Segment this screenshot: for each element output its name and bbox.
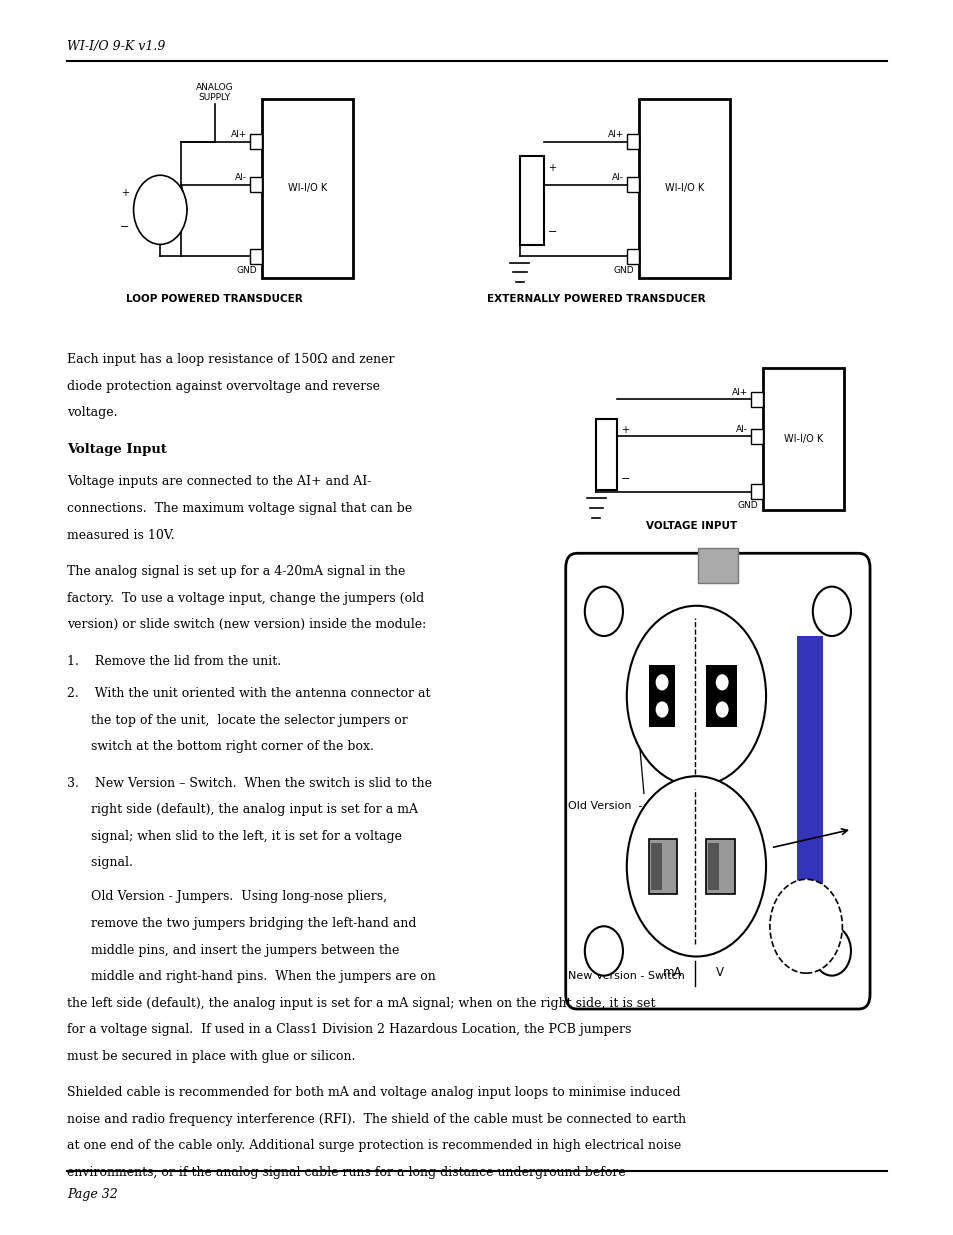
Text: AI-: AI- — [735, 425, 747, 433]
Text: Shielded cable is recommended for both mA and voltage analog input loops to mini: Shielded cable is recommended for both m… — [67, 1087, 679, 1099]
Text: mA: mA — [669, 797, 688, 809]
Text: environments, or if the analog signal cable runs for a long distance underground: environments, or if the analog signal ca… — [67, 1166, 625, 1179]
Text: GND: GND — [737, 501, 758, 510]
Text: AI-: AI- — [234, 173, 247, 183]
Circle shape — [716, 701, 727, 716]
Text: middle and right-hand pins.  When the jumpers are on: middle and right-hand pins. When the jum… — [67, 971, 436, 983]
Text: at one end of the cable only. Additional surge protection is recommended in high: at one end of the cable only. Additional… — [67, 1139, 680, 1152]
Bar — [707, 844, 719, 889]
Bar — [750, 391, 762, 406]
Text: factory.  To use a voltage input, change the jumpers (old: factory. To use a voltage input, change … — [67, 592, 423, 605]
Circle shape — [656, 674, 667, 689]
Text: the left side (default), the analog input is set for a mA signal; when on the ri: the left side (default), the analog inpu… — [67, 997, 655, 1010]
Bar — [705, 840, 734, 894]
Text: 3.    New Version – Switch.  When the switch is slid to the: 3. New Version – Switch. When the switch… — [67, 777, 432, 790]
Bar — [639, 99, 729, 278]
Text: −: − — [620, 474, 630, 484]
Text: right side (default), the analog input is set for a mA: right side (default), the analog input i… — [67, 803, 417, 816]
Bar — [250, 178, 262, 193]
Text: The analog signal is set up for a 4-20mA signal in the: The analog signal is set up for a 4-20mA… — [67, 564, 405, 578]
Circle shape — [769, 879, 841, 973]
Bar — [626, 178, 639, 193]
Text: measured is 10V.: measured is 10V. — [67, 529, 174, 542]
Text: +: + — [121, 188, 129, 198]
Text: +: + — [547, 163, 555, 173]
Circle shape — [656, 701, 667, 716]
Bar — [626, 249, 639, 264]
Bar — [626, 135, 639, 149]
Bar — [648, 840, 677, 894]
Text: AI+: AI+ — [231, 131, 247, 140]
Text: for a voltage signal.  If used in a Class1 Division 2 Hazardous Location, the PC: for a voltage signal. If used in a Class… — [67, 1023, 631, 1036]
Bar — [519, 156, 543, 245]
Bar — [762, 368, 843, 510]
Circle shape — [812, 926, 850, 976]
Bar — [705, 664, 737, 726]
Text: version) or slide switch (new version) inside the module:: version) or slide switch (new version) i… — [67, 618, 426, 631]
Bar — [650, 844, 661, 889]
Bar — [796, 636, 822, 926]
Circle shape — [626, 606, 765, 787]
Text: GND: GND — [613, 267, 634, 275]
Text: must be secured in place with glue or silicon.: must be secured in place with glue or si… — [67, 1050, 355, 1063]
Text: WI-I/O K: WI-I/O K — [783, 433, 822, 445]
Text: Old Version - Jumpers.  Using long-nose pliers,: Old Version - Jumpers. Using long-nose p… — [67, 890, 386, 904]
Text: WI-I/O 9-K v1.9: WI-I/O 9-K v1.9 — [67, 40, 165, 53]
Text: mA: mA — [662, 967, 681, 979]
Text: −: − — [119, 222, 129, 232]
Bar — [648, 664, 675, 726]
Text: LOOP POWERED TRANSDUCER: LOOP POWERED TRANSDUCER — [126, 294, 303, 304]
Text: 1.    Remove the lid from the unit.: 1. Remove the lid from the unit. — [67, 655, 280, 668]
Bar — [262, 99, 353, 278]
Text: GND: GND — [236, 267, 257, 275]
Text: ANALOG
SUPPLY: ANALOG SUPPLY — [195, 83, 233, 103]
Text: AI-: AI- — [611, 173, 623, 183]
FancyBboxPatch shape — [565, 553, 869, 1009]
Text: WI-I/O K: WI-I/O K — [288, 183, 327, 194]
Text: VOLTAGE INPUT: VOLTAGE INPUT — [645, 521, 737, 531]
Text: AI+: AI+ — [607, 131, 623, 140]
Bar — [250, 135, 262, 149]
Text: Voltage inputs are connected to the AI+ and AI-: Voltage inputs are connected to the AI+ … — [67, 475, 371, 489]
Text: Each input has a loop resistance of 150Ω and zener: Each input has a loop resistance of 150Ω… — [67, 353, 394, 367]
Text: +: + — [620, 425, 628, 435]
Text: 2.    With the unit oriented with the antenna connector at: 2. With the unit oriented with the anten… — [67, 687, 430, 700]
Text: remove the two jumpers bridging the left-hand and: remove the two jumpers bridging the left… — [67, 916, 416, 930]
Text: EXTERNALLY POWERED TRANSDUCER: EXTERNALLY POWERED TRANSDUCER — [486, 294, 705, 304]
Bar — [250, 249, 262, 264]
Circle shape — [812, 587, 850, 636]
Text: voltage.: voltage. — [67, 406, 117, 420]
Text: signal; when slid to the left, it is set for a voltage: signal; when slid to the left, it is set… — [67, 830, 401, 844]
Bar — [596, 419, 617, 490]
Circle shape — [584, 587, 622, 636]
Bar — [750, 484, 762, 499]
Text: the top of the unit,  locate the selector jumpers or: the top of the unit, locate the selector… — [67, 714, 407, 727]
Text: signal.: signal. — [67, 857, 132, 869]
Circle shape — [133, 175, 187, 245]
Text: V: V — [716, 967, 723, 979]
Text: switch at the bottom right corner of the box.: switch at the bottom right corner of the… — [67, 740, 374, 753]
Text: Old Version  -  Links: Old Version - Links — [567, 802, 678, 811]
Bar — [750, 429, 762, 443]
Text: WI-I/O K: WI-I/O K — [664, 183, 703, 194]
Text: AI+: AI+ — [731, 388, 747, 396]
Text: connections.  The maximum voltage signal that can be: connections. The maximum voltage signal … — [67, 501, 412, 515]
Circle shape — [584, 926, 622, 976]
Circle shape — [716, 674, 727, 689]
Text: middle pins, and insert the jumpers between the: middle pins, and insert the jumpers betw… — [67, 944, 398, 957]
Bar — [697, 548, 737, 583]
Text: Page 32: Page 32 — [67, 1188, 117, 1202]
Text: diode protection against overvoltage and reverse: diode protection against overvoltage and… — [67, 380, 379, 393]
Text: Voltage Input: Voltage Input — [67, 442, 167, 456]
Text: noise and radio frequency interference (RFI).  The shield of the cable must be c: noise and radio frequency interference (… — [67, 1113, 685, 1126]
Circle shape — [626, 777, 765, 957]
Text: −: − — [547, 227, 557, 237]
Text: New Version - Switch: New Version - Switch — [567, 971, 684, 982]
